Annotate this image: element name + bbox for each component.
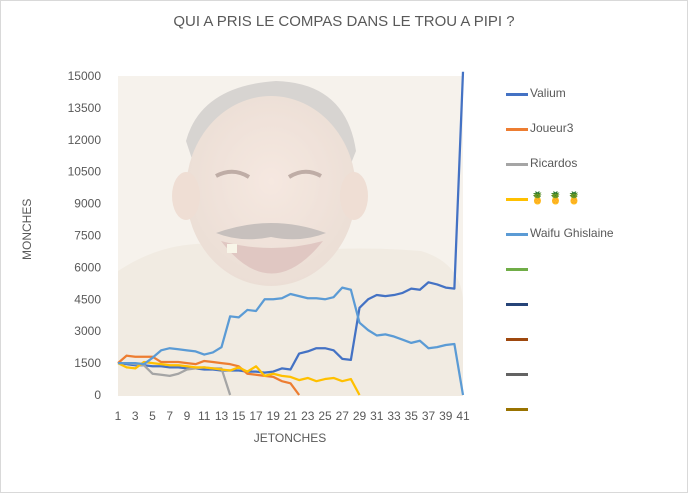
legend-item [506, 396, 686, 431]
y-tick-label: 12000 [68, 133, 102, 147]
laughing-man-photo [118, 76, 463, 396]
x-tick-label: 41 [456, 409, 470, 423]
legend-item [506, 361, 686, 396]
x-tick-label: 7 [166, 409, 173, 423]
legend-item [506, 291, 686, 326]
legend-swatch [506, 93, 528, 96]
x-tick-label: 35 [405, 409, 419, 423]
x-tick-label: 19 [267, 409, 281, 423]
x-tick-label: 21 [284, 409, 298, 423]
legend-swatch [506, 303, 528, 306]
x-tick-label: 13 [215, 409, 229, 423]
y-tick-label: 6000 [74, 260, 101, 274]
legend-item: Valium [506, 81, 686, 116]
y-tick-label: 15000 [68, 69, 102, 83]
x-tick-label: 27 [336, 409, 350, 423]
y-tick-label: 4500 [74, 292, 101, 306]
legend-swatch [506, 268, 528, 271]
x-tick-label: 37 [422, 409, 436, 423]
x-tick-label: 15 [232, 409, 246, 423]
y-tick-label: 9000 [74, 197, 101, 211]
x-tick-label: 39 [439, 409, 453, 423]
x-axis-title: JETONCHES [253, 431, 327, 445]
legend-swatch [506, 128, 528, 131]
y-tick-label: 10500 [68, 165, 102, 179]
legend-item: Waifu Ghislaine [506, 221, 686, 256]
legend-label: 🍍 🍍 🍍 [530, 191, 582, 205]
x-tick-label: 5 [149, 409, 156, 423]
legend-swatch [506, 338, 528, 341]
series-line-0 [117, 71, 465, 374]
y-tick-label: 7500 [74, 229, 101, 243]
series-line-3 [117, 360, 361, 396]
x-tick-label: 31 [370, 409, 384, 423]
legend-label: Waifu Ghislaine [530, 226, 614, 240]
legend-swatch [506, 233, 528, 236]
x-tick-label: 25 [318, 409, 332, 423]
legend-label: Ricardos [530, 156, 578, 170]
legend-item: 🍍 🍍 🍍 [506, 186, 686, 221]
y-tick-label: 0 [94, 388, 101, 402]
x-tick-label: 9 [184, 409, 191, 423]
x-tick-label: 3 [132, 409, 139, 423]
legend-label: Joueur3 [530, 121, 574, 135]
x-tick-label: 17 [249, 409, 263, 423]
chart-title: QUI A PRIS LE COMPAS DANS LE TROU A PIPI… [173, 13, 515, 30]
legend-swatch [506, 373, 528, 376]
series-line-4 [118, 286, 465, 396]
y-tick-label: 1500 [74, 356, 101, 370]
x-tick-label: 11 [198, 409, 211, 423]
legend-item: Ricardos [506, 151, 686, 186]
legend-item [506, 326, 686, 361]
legend-swatch [506, 198, 528, 201]
series-line-1 [117, 354, 301, 396]
legend-item [506, 256, 686, 291]
legend-item: Joueur3 [506, 116, 686, 151]
y-tick-label: 3000 [74, 324, 101, 338]
y-tick-label: 13500 [68, 101, 102, 115]
legend-swatch [506, 408, 528, 411]
x-tick-label: 23 [301, 409, 315, 423]
x-tick-label: 1 [115, 409, 122, 423]
legend-label: Valium [530, 86, 566, 100]
x-tick-label: 33 [387, 409, 401, 423]
x-tick-label: 29 [353, 409, 367, 423]
legend-swatch [506, 163, 528, 166]
legend: Valium Joueur3 Ricardos 🍍 🍍 🍍 Waifu Ghislain… [506, 81, 686, 431]
